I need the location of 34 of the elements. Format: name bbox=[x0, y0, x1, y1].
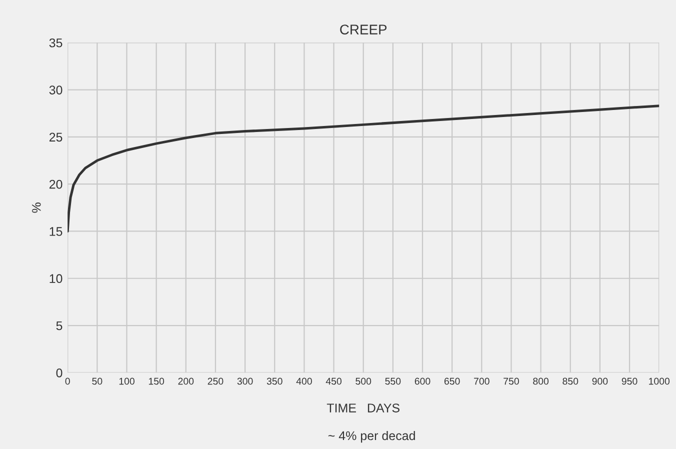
y-tick-label: 35 bbox=[49, 38, 62, 48]
x-tick-label: 100 bbox=[119, 378, 134, 385]
text: ~ 4% per decad bbox=[328, 430, 415, 443]
x-tick-label: 850 bbox=[562, 378, 578, 385]
x-tick-label: 750 bbox=[504, 378, 519, 385]
y-tick-label: 5 bbox=[56, 321, 62, 330]
y-tick-label: 20 bbox=[49, 180, 62, 189]
x-tick-label: 650 bbox=[444, 378, 460, 385]
line-series bbox=[68, 104, 660, 232]
x-tick-label: 550 bbox=[385, 378, 401, 385]
x-tick-label: 450 bbox=[326, 378, 342, 385]
chart-title: CREEP bbox=[340, 24, 387, 34]
x-axis-title: TIME DAYS bbox=[326, 404, 400, 412]
y-tick-label: 15 bbox=[50, 227, 62, 236]
y-tick-label: 30 bbox=[49, 86, 62, 94]
x-tick-label: 800 bbox=[533, 378, 549, 385]
y-tick-label: 0 bbox=[56, 368, 62, 378]
x-tick-label: 500 bbox=[356, 378, 372, 385]
x-tick-label: 350 bbox=[266, 378, 282, 385]
x-tick-label: 1000 bbox=[649, 378, 670, 385]
x-tick-label: 400 bbox=[296, 378, 312, 385]
x-tick-label: 300 bbox=[237, 378, 253, 385]
x-tick-label: 250 bbox=[208, 378, 224, 385]
y-axis-title: % bbox=[32, 202, 41, 213]
x-tick-label: 0 bbox=[65, 378, 70, 385]
y-tick-label: 25 bbox=[49, 132, 62, 142]
x-tick-label: 150 bbox=[148, 378, 164, 385]
y-tick-label: 10 bbox=[50, 274, 62, 284]
x-tick-label: 950 bbox=[622, 378, 638, 385]
x-tick-label: 600 bbox=[414, 378, 430, 385]
x-tick-label: 200 bbox=[178, 378, 194, 385]
x-tick-label: 900 bbox=[592, 378, 608, 385]
x-tick-label: 700 bbox=[474, 378, 490, 385]
x-tick-label: 50 bbox=[92, 378, 102, 385]
